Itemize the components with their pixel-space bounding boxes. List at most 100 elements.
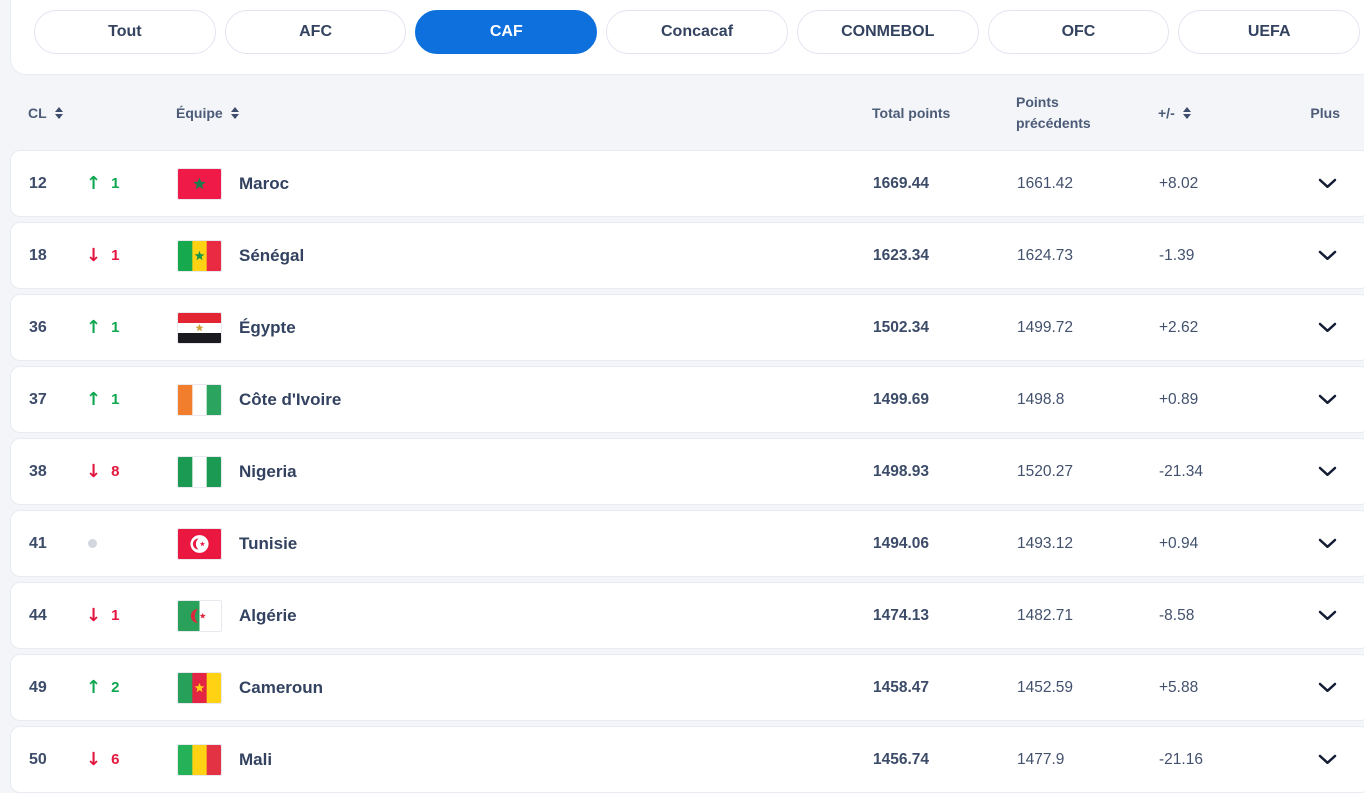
header-previous-points-label: Points précédents [1016, 94, 1091, 131]
chevron-down-icon [1318, 754, 1337, 765]
expand-row-button[interactable] [1316, 176, 1339, 191]
team-flag [177, 599, 222, 632]
chevron-down-icon [1318, 250, 1337, 261]
confederation-tab-label: Concacaf [661, 22, 734, 40]
confederation-tab[interactable]: CAF [415, 9, 598, 54]
sort-by-rank-button[interactable]: CL [28, 105, 85, 121]
rank-change: ↓ 6 [86, 750, 177, 769]
expand-row-button[interactable] [1316, 392, 1339, 407]
chevron-down-icon [1318, 394, 1337, 405]
expand-row-button[interactable] [1316, 536, 1339, 551]
rank-change: ↑ 1 [86, 174, 177, 193]
confederation-tab[interactable]: OFC [987, 9, 1170, 54]
points-diff: +8.02 [1159, 174, 1199, 192]
rank-change: ↓ 1 [86, 606, 177, 625]
rank-cell: 49 [29, 678, 47, 696]
total-points: 1623.34 [873, 246, 930, 264]
team-flag [177, 239, 222, 272]
ranking-table: CL Équipe Total points Points précédents… [0, 75, 1364, 793]
total-points: 1498.93 [873, 462, 930, 480]
total-points: 1499.69 [873, 390, 930, 408]
header-rank-label: CL [28, 104, 47, 121]
team-flag-cell [177, 239, 239, 272]
expand-row-button[interactable] [1316, 608, 1339, 623]
chevron-down-icon [1318, 610, 1337, 621]
confederation-tab[interactable]: Concacaf [606, 9, 788, 54]
team-flag [177, 671, 222, 704]
points-diff: -21.34 [1159, 462, 1203, 480]
previous-points: 1493.12 [1017, 534, 1074, 552]
table-row[interactable]: 36 ↑ 1 Égypte 1502.34 1499.72 +2.62 [10, 294, 1364, 361]
points-diff: +0.89 [1159, 390, 1199, 408]
rank-change-value: 8 [111, 463, 120, 480]
total-points: 1494.06 [873, 534, 930, 552]
header-diff-label: +/- [1158, 104, 1175, 121]
header-team-label: Équipe [176, 104, 223, 121]
rank-cell: 36 [29, 318, 47, 336]
rank-change-value: 1 [111, 319, 120, 336]
team-name: Maroc [239, 173, 290, 193]
team-name: Sénégal [239, 245, 305, 265]
expand-row-button[interactable] [1316, 320, 1339, 335]
team-flag-cell [177, 599, 239, 632]
rank-down-icon: ↓ [86, 244, 102, 266]
chevron-down-icon [1318, 178, 1337, 189]
expand-row-button[interactable] [1316, 680, 1339, 695]
team-flag-cell [177, 311, 239, 344]
previous-points: 1624.73 [1017, 246, 1074, 264]
header-more-label: Plus [1310, 104, 1340, 121]
confederation-tab[interactable]: AFC [224, 9, 407, 54]
rank-unchanged-icon [88, 539, 97, 548]
total-points: 1474.13 [873, 606, 930, 624]
confederation-tab[interactable]: Tout [34, 9, 216, 54]
table-row[interactable]: 49 ↑ 2 Cameroun 1458.47 1452.59 +5.88 [10, 654, 1364, 721]
confederation-tab-label: CAF [489, 22, 523, 40]
previous-points: 1498.8 [1017, 390, 1065, 408]
sort-by-team-button[interactable]: Équipe [176, 105, 872, 121]
table-row[interactable]: 37 ↑ 1 Côte d'Ivoire 1499.69 1498.8 +0.8… [10, 366, 1364, 433]
confederation-tab-label: Tout [108, 22, 142, 40]
rank-cell: 44 [29, 606, 47, 624]
total-points: 1502.34 [873, 318, 930, 336]
team-flag-cell [177, 671, 239, 704]
sort-by-diff-button[interactable]: +/- [1158, 105, 1258, 121]
expand-row-button[interactable] [1316, 752, 1339, 767]
sort-icon [54, 106, 63, 119]
rank-change-value: 1 [111, 607, 120, 624]
rank-down-icon: ↓ [86, 460, 102, 482]
expand-row-button[interactable] [1316, 248, 1339, 263]
team-name: Tunisie [239, 533, 298, 553]
confederation-tab[interactable]: CONMEBOL [796, 9, 979, 54]
rank-change: ↑ 1 [86, 318, 177, 337]
confederation-tab-label: CONMEBOL [841, 22, 935, 40]
header-total-points-label: Total points [872, 104, 951, 121]
team-flag [177, 527, 222, 560]
table-row[interactable]: 18 ↓ 1 Sénégal 1623.34 1624.73 -1.39 [10, 222, 1364, 289]
table-row[interactable]: 44 ↓ 1 Algérie 1474.13 1482.71 -8.58 [10, 582, 1364, 649]
table-row[interactable]: 41 Tunisie 1494.06 1493.12 +0.94 [10, 510, 1364, 577]
team-name: Égypte [239, 317, 296, 337]
total-points: 1456.74 [873, 750, 930, 768]
confederation-tab[interactable]: UEFA [1178, 9, 1361, 54]
rank-change-value: 1 [111, 247, 120, 264]
table-row[interactable]: 38 ↓ 8 Nigeria 1498.93 1520.27 -21.34 [10, 438, 1364, 505]
team-flag [177, 383, 222, 416]
expand-row-button[interactable] [1316, 464, 1339, 479]
rank-cell: 12 [29, 174, 47, 192]
table-row[interactable]: 12 ↑ 1 Maroc 1669.44 1661.42 +8.02 [10, 150, 1364, 217]
team-name: Cameroun [239, 677, 324, 697]
team-flag-cell [177, 743, 239, 776]
previous-points: 1520.27 [1017, 462, 1074, 480]
points-diff: +0.94 [1159, 534, 1199, 552]
table-row[interactable]: 50 ↓ 6 Mali 1456.74 1477.9 -21.16 [10, 726, 1364, 793]
chevron-down-icon [1318, 682, 1337, 693]
rank-cell: 38 [29, 462, 47, 480]
team-flag-cell [177, 455, 239, 488]
total-points: 1669.44 [873, 174, 930, 192]
rank-change: ↓ 8 [86, 460, 177, 482]
points-diff: +5.88 [1159, 678, 1199, 696]
rank-cell: 18 [29, 246, 47, 264]
team-name: Côte d'Ivoire [239, 389, 342, 409]
team-name: Mali [239, 749, 273, 769]
rank-up-icon: ↑ [86, 676, 102, 698]
